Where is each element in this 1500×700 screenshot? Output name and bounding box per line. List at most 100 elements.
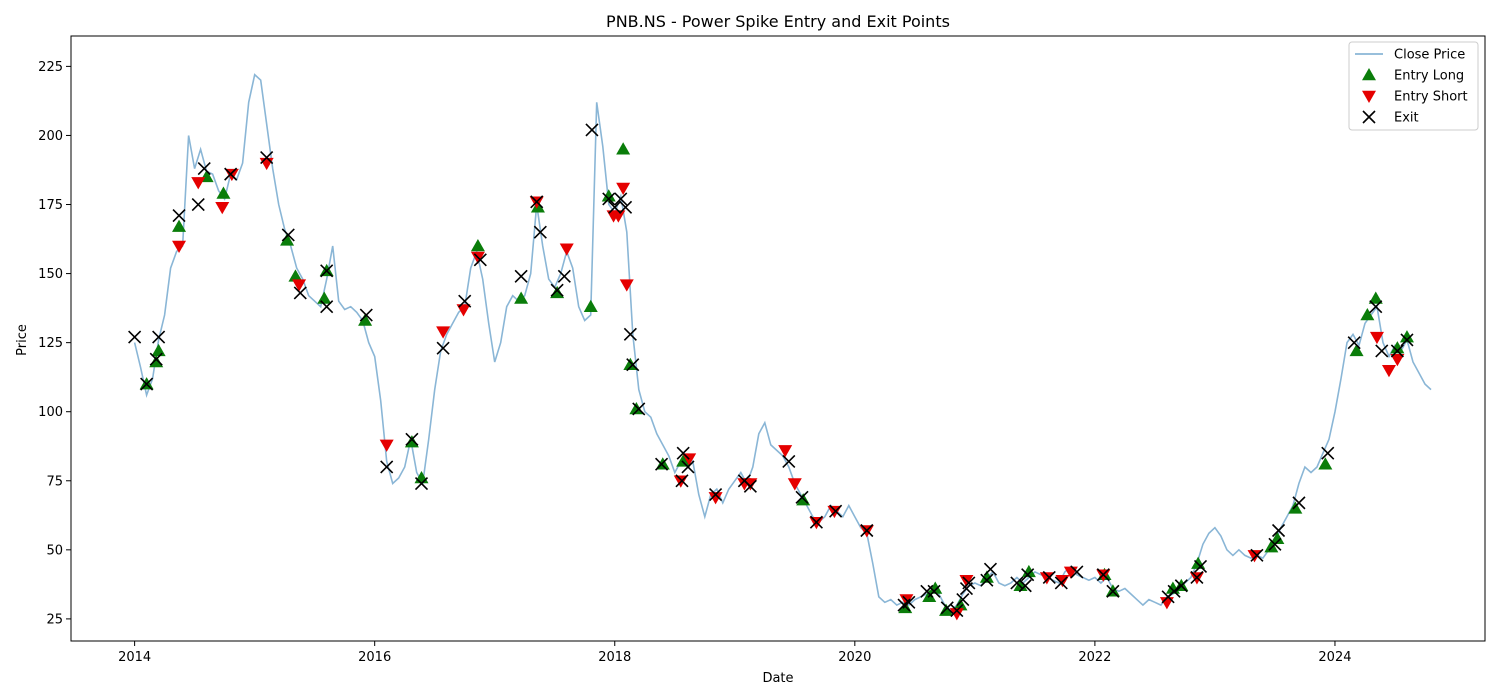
entry-long-marker bbox=[514, 291, 529, 304]
legend-label: Close Price bbox=[1394, 48, 1465, 63]
y-axis: 25 50 75 100 125 150 175 200 225 bbox=[38, 60, 71, 627]
exit-marker bbox=[1271, 523, 1286, 538]
chart-title: PNB.NS - Power Spike Entry and Exit Poin… bbox=[606, 12, 950, 31]
exit-marker bbox=[1021, 568, 1035, 582]
entry-long-marker bbox=[317, 291, 332, 304]
exit-marker bbox=[550, 283, 564, 297]
exit-marker bbox=[585, 123, 599, 137]
entry-short-marker bbox=[949, 608, 964, 621]
entry-long-marker bbox=[470, 238, 485, 252]
exit-marker bbox=[1174, 579, 1188, 593]
entry-long-marker bbox=[151, 343, 166, 357]
entry-short-marker bbox=[215, 202, 230, 215]
exit-marker bbox=[608, 200, 622, 214]
exit-marker bbox=[709, 488, 723, 502]
entry-short-marker bbox=[172, 240, 187, 253]
entry-long-marker bbox=[288, 269, 303, 282]
exit-marker bbox=[293, 286, 307, 300]
exit-marker bbox=[1018, 579, 1032, 593]
entry-long-marker bbox=[583, 299, 598, 312]
entry-short-marker bbox=[292, 279, 307, 292]
exit-marker bbox=[557, 269, 571, 283]
legend: Close Price Entry Long Entry Short Exit bbox=[1348, 41, 1479, 131]
exit-marker bbox=[514, 269, 528, 283]
exit-markers bbox=[128, 123, 1414, 618]
entry-long-marker bbox=[1349, 343, 1364, 357]
exit-marker bbox=[1193, 559, 1208, 573]
x-tick-label: 2022 bbox=[1078, 650, 1111, 665]
exit-marker bbox=[795, 490, 809, 504]
entry-short-marker bbox=[559, 243, 574, 256]
exit-marker bbox=[458, 294, 472, 308]
entry-short-marker bbox=[1369, 331, 1384, 345]
exit-marker bbox=[1054, 576, 1068, 590]
legend-triangle-up-swatch bbox=[1362, 68, 1376, 81]
y-tick-label: 50 bbox=[46, 543, 63, 558]
y-axis-label: Price bbox=[15, 324, 30, 356]
entry-long-marker bbox=[1021, 564, 1036, 578]
exit-marker bbox=[1096, 568, 1110, 582]
exit-marker bbox=[436, 341, 450, 355]
exit-marker bbox=[1390, 344, 1404, 358]
exit-marker bbox=[618, 200, 633, 214]
exit-marker bbox=[1347, 336, 1361, 350]
exit-marker bbox=[962, 576, 976, 590]
entry-short-marker bbox=[778, 445, 793, 458]
exit-marker bbox=[152, 330, 166, 344]
entry-long-marker bbox=[1390, 341, 1405, 354]
x-tick-label: 2018 bbox=[598, 650, 631, 665]
exit-marker bbox=[260, 150, 274, 165]
exit-marker bbox=[1190, 570, 1204, 585]
exit-marker bbox=[172, 209, 186, 223]
entry-short-marker bbox=[1381, 365, 1396, 378]
exit-marker bbox=[530, 195, 544, 209]
exit-marker bbox=[191, 197, 205, 212]
exit-marker bbox=[655, 457, 669, 471]
entry-short-marker bbox=[787, 478, 802, 491]
entry-long-marker bbox=[280, 233, 295, 246]
exit-marker bbox=[414, 476, 429, 491]
entry-short-marker bbox=[379, 439, 394, 452]
entry-long-marker bbox=[601, 189, 616, 202]
exit-marker bbox=[829, 504, 843, 518]
entry-long-marker bbox=[953, 598, 968, 611]
legend-triangle-down-swatch bbox=[1362, 90, 1376, 103]
exit-marker bbox=[1321, 446, 1335, 460]
exit-marker bbox=[614, 192, 628, 206]
entry-short-marker bbox=[743, 478, 758, 491]
x-tick-label: 2016 bbox=[358, 650, 391, 665]
entry-long-marker bbox=[1270, 531, 1285, 545]
y-tick-label: 225 bbox=[38, 60, 63, 75]
exit-marker bbox=[1268, 537, 1282, 551]
entry-short-marker bbox=[191, 177, 206, 190]
exit-marker bbox=[224, 167, 238, 181]
entry-long-marker bbox=[1368, 291, 1383, 304]
exit-marker bbox=[1250, 548, 1264, 562]
entry-long-marker bbox=[216, 186, 231, 199]
entry-long-marker bbox=[1264, 540, 1279, 553]
plot-area bbox=[128, 73, 1432, 621]
exit-marker bbox=[320, 264, 334, 278]
exit-marker bbox=[675, 474, 689, 488]
y-tick-label: 200 bbox=[38, 129, 63, 144]
exit-marker bbox=[1375, 344, 1389, 358]
exit-marker bbox=[533, 225, 547, 239]
exit-marker bbox=[782, 454, 796, 468]
exit-marker bbox=[140, 377, 154, 391]
exit-marker bbox=[197, 162, 211, 176]
exit-marker bbox=[128, 330, 142, 344]
exit-marker bbox=[405, 432, 419, 446]
exit-marker bbox=[1070, 565, 1084, 579]
exit-marker bbox=[626, 358, 640, 372]
y-tick-label: 175 bbox=[38, 198, 63, 213]
exit-marker bbox=[980, 573, 994, 587]
entry-short-marker bbox=[619, 279, 634, 292]
entry-long-marker bbox=[550, 285, 565, 299]
exit-marker bbox=[940, 601, 954, 615]
legend-label: Entry Short bbox=[1394, 90, 1468, 105]
entry-long-marker bbox=[928, 581, 943, 594]
exit-marker bbox=[281, 228, 295, 242]
exit-marker bbox=[149, 352, 163, 366]
